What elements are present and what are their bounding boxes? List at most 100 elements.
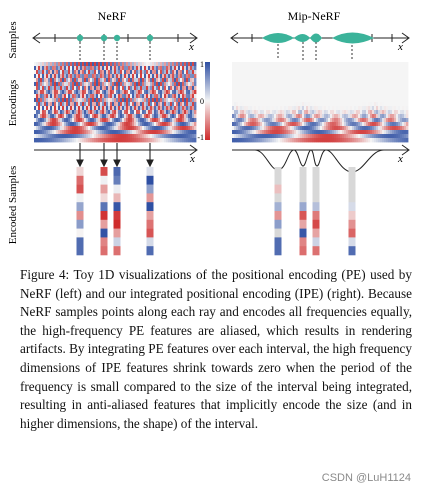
heatmap-cell: [184, 126, 187, 131]
heatmap-cell: [134, 122, 137, 127]
heatmap-cell: [258, 118, 261, 123]
heatmap-cell: [302, 70, 305, 75]
heatmap-cell: [280, 98, 283, 103]
heatmap-cell: [344, 126, 347, 131]
heatmap-cell: [54, 126, 57, 131]
heatmap-cell: [356, 106, 359, 111]
heatmap-cell: [142, 134, 145, 139]
heatmap-cell: [146, 122, 149, 127]
heatmap-cell: [378, 78, 381, 83]
heatmap-cell: [382, 130, 385, 135]
heatmap-cell: [294, 78, 297, 83]
heatmap-cell: [284, 66, 287, 71]
heatmap-cell: [124, 86, 127, 91]
heatmap-cell: [336, 94, 339, 99]
figure-4: NeRF Mip-NeRF Samples Encodings Encoded …: [7, 9, 410, 256]
heatmap-cell: [44, 66, 47, 71]
heatmap-cell: [376, 110, 379, 115]
heatmap-cell: [314, 62, 317, 67]
heatmap-cell: [52, 130, 55, 135]
heatmap-cell: [158, 74, 161, 79]
heatmap-cell: [282, 66, 285, 71]
heatmap-cell: [42, 122, 45, 127]
heatmap-cell: [344, 106, 347, 111]
heatmap-cell: [36, 70, 39, 75]
heatmap-cell: [380, 110, 383, 115]
heatmap-cell: [316, 74, 319, 79]
heatmap-cell: [332, 102, 335, 107]
heatmap-cell: [240, 98, 243, 103]
heatmap-cell: [342, 70, 345, 75]
heatmap-cell: [276, 98, 279, 103]
heatmap-cell: [166, 118, 169, 123]
heatmap-cell: [354, 138, 357, 143]
heatmap-cell: [56, 82, 59, 87]
heatmap-cell: [104, 106, 107, 111]
heatmap-cell: [120, 134, 123, 139]
heatmap-cell: [34, 130, 37, 135]
heatmap-cell: [54, 130, 57, 135]
heatmap-cell: [62, 82, 65, 87]
heatmap-cell: [98, 102, 101, 107]
heatmap-cell: [402, 98, 405, 103]
heatmap-cell: [192, 118, 195, 123]
heatmap-cell: [194, 62, 197, 67]
heatmap-cell: [378, 126, 381, 131]
heatmap-cell: [332, 82, 335, 87]
heatmap-cell: [358, 70, 361, 75]
heatmap-cell: [334, 74, 337, 79]
heatmap-cell: [52, 78, 55, 83]
heatmap-cell: [354, 106, 357, 111]
heatmap-cell: [126, 62, 129, 67]
heatmap-cell: [382, 118, 385, 123]
heatmap-cell: [168, 62, 171, 67]
heatmap-cell: [356, 78, 359, 83]
nerf-dashed-connectors: [79, 42, 151, 60]
heatmap-cell: [266, 66, 269, 71]
heatmap-cell: [396, 74, 399, 79]
heatmap-cell: [106, 90, 109, 95]
heatmap-cell: [316, 134, 319, 139]
heatmap-cell: [170, 90, 173, 95]
heatmap-cell: [318, 98, 321, 103]
heatmap-cell: [268, 90, 271, 95]
heatmap-cell: [94, 118, 97, 123]
heatmap-cell: [38, 82, 41, 87]
heatmap-cell: [346, 62, 349, 67]
heatmap-cell: [384, 102, 387, 107]
heatmap-cell: [236, 86, 239, 91]
heatmap-cell: [356, 86, 359, 91]
heatmap-cell: [402, 130, 405, 135]
heatmap-cell: [116, 70, 119, 75]
heatmap-cell: [232, 106, 235, 111]
heatmap-cell: [40, 66, 43, 71]
encoded-sample-cell: [274, 193, 282, 203]
heatmap-cell: [138, 134, 141, 139]
heatmap-cell: [36, 86, 39, 91]
heatmap-cell: [124, 94, 127, 99]
heatmap-cell: [176, 78, 179, 83]
heatmap-cell: [78, 110, 81, 115]
heatmap-cell: [306, 138, 309, 143]
heatmap-cell: [372, 98, 375, 103]
heatmap-cell: [140, 86, 143, 91]
heatmap-cell: [42, 86, 45, 91]
heatmap-cell: [240, 118, 243, 123]
heatmap-cell: [348, 114, 351, 119]
heatmap-cell: [62, 126, 65, 131]
heatmap-cell: [96, 102, 99, 107]
heatmap-cell: [386, 114, 389, 119]
heatmap-cell: [74, 102, 77, 107]
heatmap-cell: [118, 94, 121, 99]
heatmap-cell: [356, 122, 359, 127]
heatmap-cell: [330, 82, 333, 87]
heatmap-cell: [292, 134, 295, 139]
nerf-lower-axis: [34, 144, 198, 156]
heatmap-cell: [108, 138, 111, 143]
nerf-encoding-heatmap: [34, 62, 197, 143]
heatmap-cell: [104, 78, 107, 83]
heatmap-cell: [118, 110, 121, 115]
heatmap-cell: [124, 114, 127, 119]
heatmap-cell: [354, 118, 357, 123]
heatmap-cell: [72, 138, 75, 143]
